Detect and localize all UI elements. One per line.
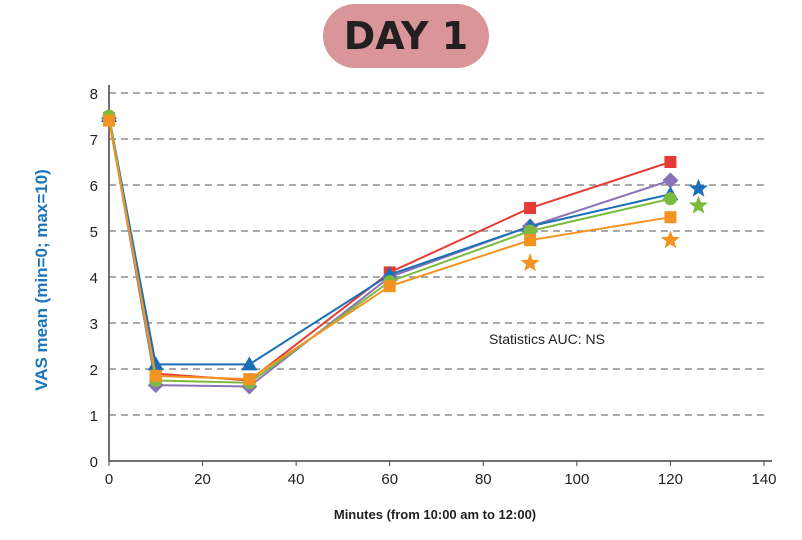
star-marker [520, 253, 540, 272]
star-marker [689, 195, 708, 214]
star-marker [689, 178, 708, 197]
y-tick-label: 8 [90, 86, 98, 103]
y-tick-label: 2 [90, 362, 98, 379]
x-axis-label: Minutes (from 10:00 am to 12:00) [333, 507, 537, 522]
square-marker [383, 280, 396, 293]
x-tick-label: 40 [288, 471, 305, 488]
x-tick-label: 20 [194, 471, 211, 488]
x-tick-label: 120 [658, 471, 683, 488]
x-tick-label: 140 [751, 471, 776, 488]
annotation: Statistics AUC: NS [489, 331, 605, 347]
square-marker [524, 202, 537, 214]
y-tick-label: 0 [90, 454, 98, 471]
x-tick-label: 80 [475, 471, 492, 488]
square-marker [149, 369, 162, 382]
chart-title: DAY 1 [323, 4, 489, 68]
y-tick-label: 1 [90, 408, 98, 425]
x-tick-label: 60 [381, 471, 398, 488]
square-marker [243, 373, 256, 386]
square-marker [524, 234, 537, 247]
x-tick-label: 100 [564, 471, 589, 488]
y-tick-label: 5 [90, 224, 98, 241]
diamond-marker [662, 172, 679, 189]
y-tick-label: 3 [90, 316, 98, 333]
y-tick-label: 6 [90, 178, 98, 195]
x-tick-label: 0 [105, 471, 113, 488]
circle-marker [663, 192, 677, 206]
square-marker [103, 114, 115, 127]
square-marker [664, 156, 677, 168]
y-tick-label: 7 [90, 132, 98, 149]
square-marker [664, 211, 677, 224]
y-tick-label: 4 [90, 270, 98, 287]
triangle-marker [147, 356, 164, 371]
series-line-4 [108, 120, 671, 381]
star-marker [660, 230, 680, 249]
triangle-marker [241, 356, 258, 371]
series-line-2 [108, 115, 671, 366]
